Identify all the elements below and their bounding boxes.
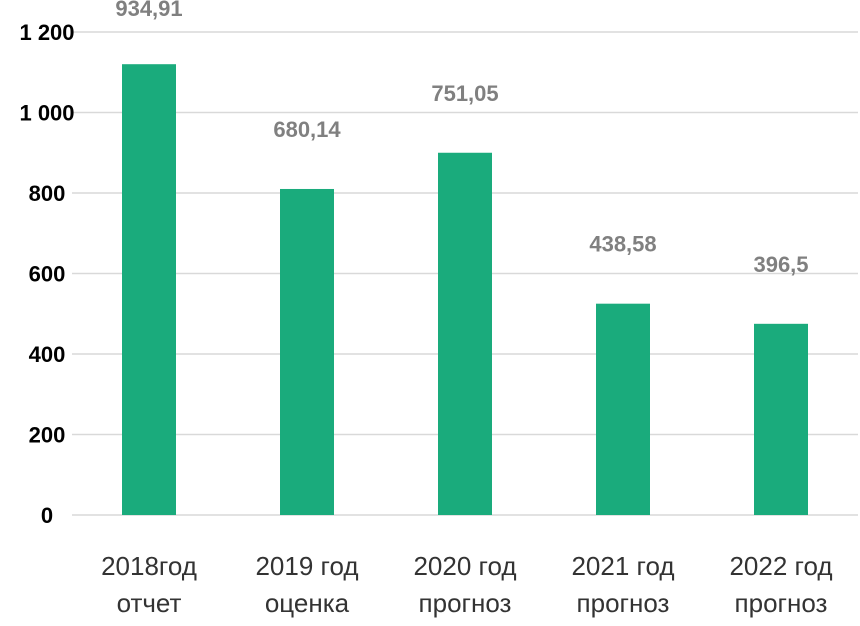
x-tick-label: 2018год bbox=[101, 551, 197, 581]
y-tick-label: 0 bbox=[41, 503, 53, 528]
bars bbox=[122, 64, 808, 515]
x-tick-label: прогноз bbox=[577, 588, 670, 618]
x-tick-label: 2019 год bbox=[255, 551, 358, 581]
data-label: 680,14 bbox=[273, 117, 341, 142]
x-tick-label: прогноз bbox=[735, 588, 828, 618]
data-label: 934,91 bbox=[115, 0, 182, 21]
x-tick-label: оценка bbox=[265, 588, 350, 618]
bar bbox=[596, 304, 650, 515]
bar bbox=[122, 64, 176, 515]
bar bbox=[754, 324, 808, 515]
x-tick-label: 2021 год bbox=[571, 551, 674, 581]
y-tick-label: 1 200 bbox=[19, 20, 74, 45]
y-tick-label: 400 bbox=[29, 342, 66, 367]
y-tick-label: 600 bbox=[29, 262, 66, 287]
y-tick-label: 1 000 bbox=[19, 101, 74, 126]
x-tick-label: 2022 год bbox=[729, 551, 832, 581]
y-tick-label: 200 bbox=[29, 423, 66, 448]
x-tick-label: отчет bbox=[117, 588, 182, 618]
data-label: 396,5 bbox=[753, 252, 808, 277]
y-tick-label: 800 bbox=[29, 181, 66, 206]
bar bbox=[280, 189, 334, 515]
x-tick-label: прогноз bbox=[419, 588, 512, 618]
data-label: 751,05 bbox=[431, 81, 498, 106]
y-axis: 0 200 400 600 800 1 000 1 200 bbox=[19, 20, 74, 528]
bar bbox=[438, 153, 492, 515]
x-axis: 2018год отчет 2019 год оценка 2020 год прогно… bbox=[101, 551, 832, 618]
data-label: 438,58 bbox=[589, 232, 656, 257]
x-tick-label: 2020 год bbox=[413, 551, 516, 581]
